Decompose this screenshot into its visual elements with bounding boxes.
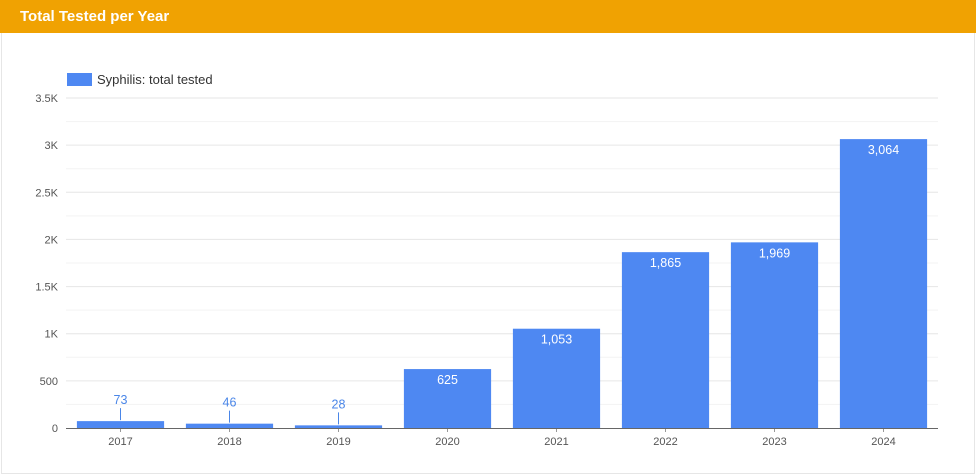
y-tick-label: 1K (45, 329, 59, 341)
y-tick-label: 1.5K (35, 282, 58, 294)
x-tick-label: 2021 (544, 436, 568, 448)
y-tick-label: 500 (40, 376, 58, 388)
x-tick-label: 2019 (326, 436, 350, 448)
x-tick-label: 2017 (108, 436, 132, 448)
bar[interactable] (76, 421, 165, 428)
data-label: 1,865 (650, 256, 681, 270)
data-label: 3,064 (868, 143, 899, 157)
bar[interactable] (730, 242, 819, 428)
y-tick-label: 3.5K (35, 93, 58, 105)
x-tick-label: 2024 (871, 436, 895, 448)
data-label: 46 (223, 396, 237, 410)
bar[interactable] (294, 425, 383, 428)
chart-header: Total Tested per Year (0, 0, 976, 33)
bar[interactable] (621, 252, 710, 428)
legend-swatch (67, 73, 92, 86)
y-tick-label: 3K (45, 140, 59, 152)
legend-label: Syphilis: total tested (97, 72, 213, 87)
y-tick-label: 0 (52, 423, 58, 435)
data-label: 1,053 (541, 333, 572, 347)
data-label: 28 (332, 397, 346, 411)
data-label: 73 (114, 393, 128, 407)
bar[interactable] (185, 423, 274, 428)
x-tick-label: 2018 (217, 436, 241, 448)
data-label: 1,969 (759, 246, 790, 260)
x-tick-label: 2022 (653, 436, 677, 448)
y-tick-label: 2K (45, 234, 59, 246)
y-tick-label: 2.5K (35, 187, 58, 199)
bar-chart: 0 500 1K 1.5K 2K 2.5K 3K 3.5K 73 2017 46 2018 28 2019… (35, 72, 938, 448)
bar[interactable] (512, 328, 601, 428)
x-tick-label: 2020 (435, 436, 459, 448)
data-label: 625 (437, 373, 458, 387)
chart-title: Total Tested per Year (20, 8, 170, 25)
x-tick-label: 2023 (762, 436, 786, 448)
chart-panel: 0 500 1K 1.5K 2K 2.5K 3K 3.5K 73 2017 46 2018 28 2019… (1, 33, 975, 474)
bar[interactable] (839, 139, 928, 428)
bar[interactable] (403, 369, 492, 428)
